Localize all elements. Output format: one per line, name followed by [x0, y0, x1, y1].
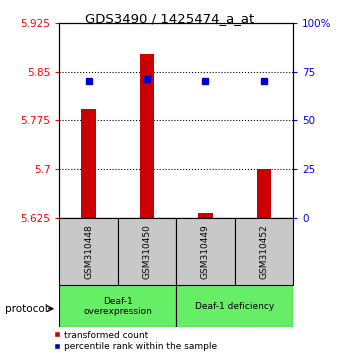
Bar — [198, 213, 213, 218]
Bar — [176, 218, 235, 285]
Text: GDS3490 / 1425474_a_at: GDS3490 / 1425474_a_at — [85, 12, 255, 25]
Bar — [81, 109, 96, 218]
Text: GSM310452: GSM310452 — [259, 224, 268, 279]
Bar — [140, 53, 154, 218]
Text: Deaf-1 deficiency: Deaf-1 deficiency — [195, 302, 274, 311]
Text: GSM310450: GSM310450 — [142, 224, 152, 279]
Bar — [59, 218, 118, 285]
Text: GSM310448: GSM310448 — [84, 224, 93, 279]
Bar — [176, 285, 293, 327]
Text: protocol: protocol — [5, 304, 48, 314]
Bar — [235, 218, 293, 285]
Bar — [257, 169, 271, 218]
Text: Deaf-1
overexpression: Deaf-1 overexpression — [83, 297, 152, 316]
Bar — [59, 285, 176, 327]
Legend: transformed count, percentile rank within the sample: transformed count, percentile rank withi… — [54, 331, 217, 351]
Bar — [118, 218, 176, 285]
Text: GSM310449: GSM310449 — [201, 224, 210, 279]
